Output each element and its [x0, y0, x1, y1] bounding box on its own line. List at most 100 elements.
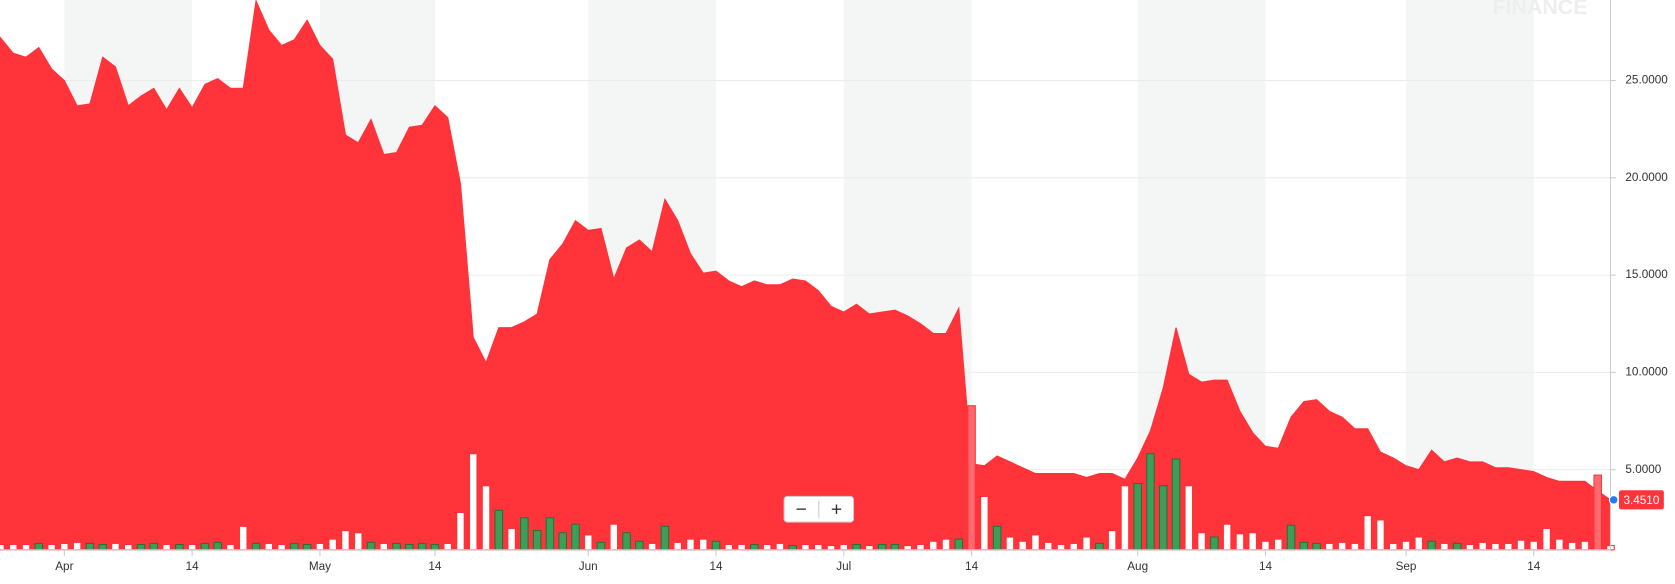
volume-bar — [673, 541, 682, 551]
x-tick-label: 14 — [965, 560, 979, 573]
volume-bar — [1235, 533, 1245, 551]
volume-bar — [379, 542, 389, 551]
y-tick-label: 10.0000 — [1625, 365, 1668, 378]
volume-bar — [1095, 542, 1104, 551]
volume-bar — [660, 525, 670, 551]
current-price-label: 3.4510 — [1623, 494, 1659, 507]
volume-bar — [149, 542, 159, 551]
volume-bar — [328, 538, 337, 551]
volume-bar — [967, 405, 976, 551]
volume-bar — [647, 542, 657, 551]
volume-bar — [430, 543, 440, 551]
volume-bar — [1593, 474, 1602, 551]
volume-bar — [686, 538, 695, 551]
volume-bar — [392, 542, 401, 551]
volume-bar — [251, 542, 261, 551]
volume-bar — [775, 542, 785, 551]
volume-bar — [1286, 524, 1296, 551]
volume-bar — [443, 542, 452, 551]
volume-bar — [302, 543, 312, 551]
volume-bar — [801, 543, 810, 551]
volume-bar — [609, 523, 619, 551]
volume-bar — [1478, 541, 1487, 551]
volume-bar — [1363, 515, 1372, 551]
volume-bar — [238, 525, 248, 551]
volume-bar — [992, 525, 1002, 551]
volume-bar — [1043, 541, 1053, 551]
volume-bar — [417, 542, 427, 551]
x-tick-label: Aug — [1127, 560, 1148, 573]
volume-bar — [0, 543, 5, 551]
volume-bar — [877, 543, 887, 551]
volume-bar — [1516, 539, 1526, 551]
volume-bar — [1056, 543, 1066, 551]
volume-bar — [558, 532, 567, 551]
zoom-in[interactable]: + — [831, 499, 842, 520]
volume-bar — [162, 543, 171, 551]
volume-bar — [277, 543, 286, 551]
volume-bar — [468, 453, 478, 551]
volume-bar — [47, 543, 56, 551]
current-price-dot — [1608, 495, 1619, 505]
volume-bar — [1414, 536, 1424, 551]
x-tick-label: Jul — [836, 560, 851, 573]
volume-bar — [596, 541, 606, 551]
volume-bar — [1337, 541, 1347, 551]
volume-bar — [1210, 536, 1219, 551]
volume-bar — [264, 542, 274, 551]
volume-bar — [1465, 543, 1475, 551]
volume-bar — [1107, 530, 1117, 551]
volume-bar — [1120, 485, 1130, 551]
volume-bar — [698, 538, 708, 551]
volume-bar — [200, 542, 210, 551]
volume-bar — [980, 495, 989, 551]
volume-bar — [213, 541, 222, 551]
volume-bar — [1005, 536, 1015, 551]
volume-bar — [1273, 538, 1283, 551]
volume-bar — [1069, 542, 1079, 551]
volume-bar — [520, 517, 529, 551]
volume-bar — [865, 545, 874, 551]
volume-bar — [175, 543, 184, 551]
volume-bar — [1082, 536, 1091, 551]
volume-bar — [711, 540, 721, 551]
volume-bar — [98, 543, 107, 551]
volume-bar — [622, 532, 631, 551]
x-tick-label: May — [309, 560, 331, 573]
price-area — [0, 0, 1612, 551]
volume-bar — [507, 527, 516, 551]
volume-bar — [852, 543, 861, 551]
volume-bar — [85, 542, 95, 551]
volume-bar — [226, 543, 235, 551]
volume-bar — [571, 523, 580, 551]
y-tick-label: 20.0000 — [1625, 171, 1668, 184]
volume-bar — [456, 511, 465, 551]
volume-bar — [1491, 542, 1500, 551]
volume-bar — [1146, 453, 1155, 551]
volume-bar — [724, 543, 734, 551]
volume-bar — [890, 543, 900, 551]
volume-bar — [1529, 540, 1539, 551]
volume-bar — [72, 541, 82, 551]
volume-bar — [903, 545, 912, 551]
volume-bar — [1248, 532, 1257, 551]
volume-bar — [1171, 458, 1181, 551]
volume-bar — [1312, 542, 1321, 551]
volume-bar — [750, 543, 759, 551]
x-tick-label: Jun — [579, 560, 598, 573]
volume-bar — [1376, 519, 1385, 551]
volume-bar — [1133, 483, 1142, 551]
volume-bar — [405, 543, 414, 551]
volume-bar — [21, 543, 31, 551]
volume-bar — [1031, 534, 1040, 551]
zoom-out[interactable]: − — [796, 499, 807, 520]
volume-bar — [1197, 532, 1206, 551]
current-price-box — [1619, 490, 1664, 510]
volume-bar — [1350, 542, 1360, 551]
volume-bar — [1555, 538, 1564, 551]
volume-bar — [1427, 540, 1436, 551]
volume-bar — [315, 542, 325, 551]
volume-bar — [366, 541, 376, 551]
volume-bar — [136, 543, 146, 551]
volume-bar — [187, 543, 197, 551]
